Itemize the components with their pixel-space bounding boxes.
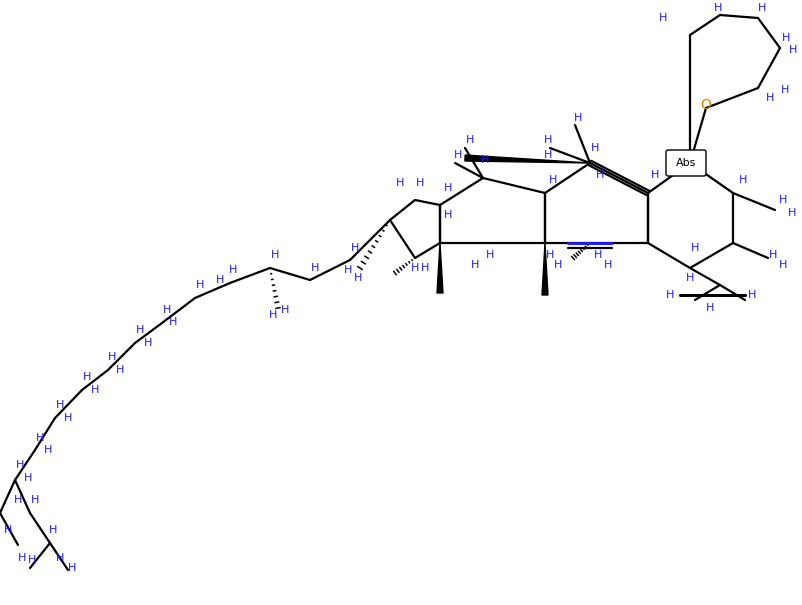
Text: H: H xyxy=(49,525,57,535)
Text: H: H xyxy=(686,273,695,283)
Text: H: H xyxy=(56,553,64,563)
Text: H: H xyxy=(56,400,64,410)
Text: H: H xyxy=(747,290,756,300)
Text: H: H xyxy=(16,460,24,470)
Text: H: H xyxy=(168,317,177,327)
Text: H: H xyxy=(779,260,788,270)
Text: H: H xyxy=(593,250,602,260)
Text: H: H xyxy=(24,473,32,483)
Text: H: H xyxy=(706,303,715,313)
Text: H: H xyxy=(14,495,22,505)
Text: H: H xyxy=(163,305,171,315)
Polygon shape xyxy=(437,243,443,293)
Polygon shape xyxy=(542,243,548,295)
Text: H: H xyxy=(281,305,290,315)
Text: H: H xyxy=(486,250,494,260)
Text: H: H xyxy=(18,553,26,563)
Text: H: H xyxy=(789,45,797,55)
Text: H: H xyxy=(444,210,452,220)
Text: H: H xyxy=(44,445,52,455)
Text: H: H xyxy=(766,93,774,103)
Text: H: H xyxy=(658,13,667,23)
Text: H: H xyxy=(714,3,722,13)
FancyBboxPatch shape xyxy=(666,150,706,176)
Text: H: H xyxy=(554,260,562,270)
Text: H: H xyxy=(544,150,553,160)
Text: H: H xyxy=(269,310,277,320)
Text: H: H xyxy=(758,3,766,13)
Text: H: H xyxy=(769,250,777,260)
Text: H: H xyxy=(91,385,99,395)
Text: H: H xyxy=(396,178,404,188)
Text: H: H xyxy=(544,135,553,145)
Text: H: H xyxy=(591,143,599,153)
Text: H: H xyxy=(549,175,557,185)
Text: H: H xyxy=(454,150,462,160)
Text: H: H xyxy=(781,85,789,95)
Text: H: H xyxy=(350,243,359,253)
Text: H: H xyxy=(546,250,554,260)
Text: H: H xyxy=(344,265,352,275)
Text: H: H xyxy=(136,325,144,335)
Text: H: H xyxy=(28,555,36,565)
Text: H: H xyxy=(196,280,205,290)
Text: H: H xyxy=(4,525,12,535)
Text: H: H xyxy=(666,290,674,300)
Text: Abs: Abs xyxy=(676,158,696,168)
Text: H: H xyxy=(30,495,39,505)
Text: H: H xyxy=(691,243,699,253)
Text: H: H xyxy=(68,563,76,573)
Text: H: H xyxy=(596,170,604,180)
Text: H: H xyxy=(604,260,612,270)
Text: H: H xyxy=(421,263,429,273)
Text: H: H xyxy=(650,170,659,180)
Text: H: H xyxy=(354,273,363,283)
Text: H: H xyxy=(83,372,91,382)
Text: H: H xyxy=(415,178,424,188)
Text: H: H xyxy=(573,113,582,123)
Text: H: H xyxy=(779,195,788,205)
Text: H: H xyxy=(481,155,489,165)
Text: H: H xyxy=(782,33,790,43)
Text: H: H xyxy=(216,275,225,285)
Text: H: H xyxy=(444,183,452,193)
Text: H: H xyxy=(107,352,116,362)
Text: H: H xyxy=(739,175,747,185)
Text: H: H xyxy=(115,365,124,375)
Text: H: H xyxy=(311,263,319,273)
Text: H: H xyxy=(64,413,72,423)
Text: H: H xyxy=(229,265,237,275)
Polygon shape xyxy=(465,155,590,163)
Text: H: H xyxy=(36,433,44,443)
Text: H: H xyxy=(144,338,152,348)
Text: H: H xyxy=(471,260,479,270)
Text: H: H xyxy=(271,250,279,260)
Text: O: O xyxy=(701,98,711,112)
Text: H: H xyxy=(466,135,474,145)
Text: H: H xyxy=(788,208,796,218)
Text: H: H xyxy=(411,263,419,273)
